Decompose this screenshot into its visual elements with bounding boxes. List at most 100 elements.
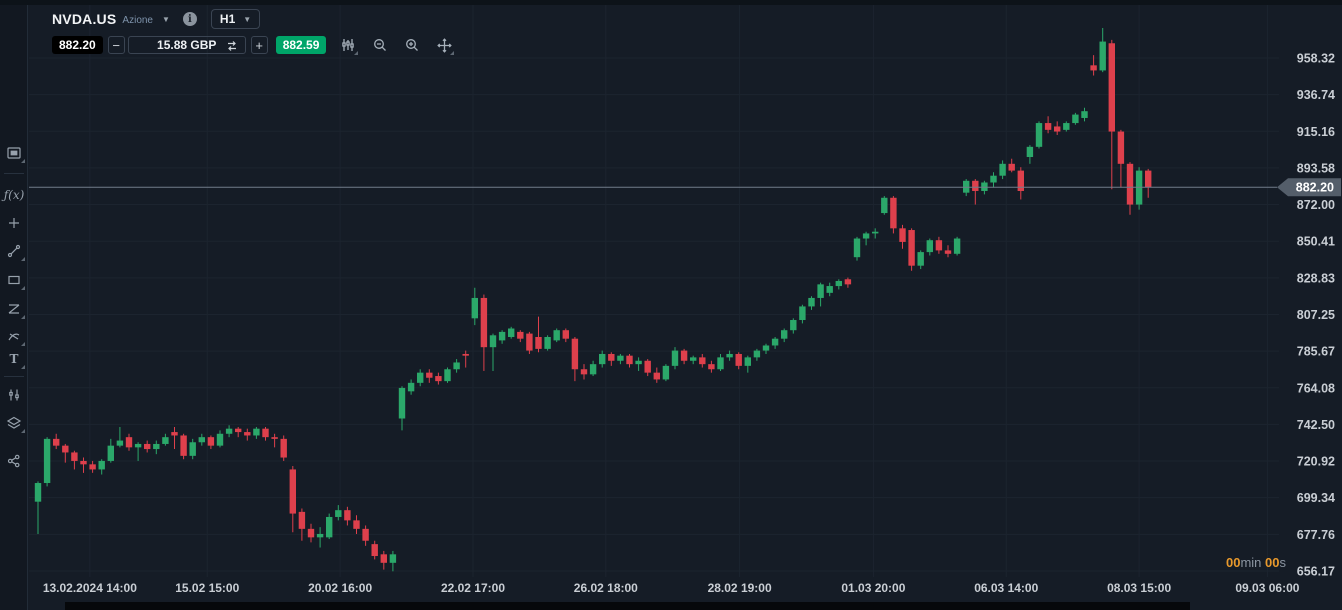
pan-icon[interactable]	[434, 35, 455, 55]
candle-body	[981, 182, 988, 191]
candle-body	[580, 369, 588, 375]
candle-body	[207, 437, 215, 446]
y-axis-label: 958.32	[1297, 52, 1335, 66]
candle-body	[271, 437, 278, 439]
indicators-fx-icon[interactable]: ƒ(x)	[3, 185, 25, 205]
candle-body	[1099, 41, 1106, 71]
candle-countdown-timer: 00min 00s	[1226, 555, 1286, 570]
timer-min-unit: min	[1240, 555, 1262, 570]
candle-body	[1044, 123, 1052, 130]
candle-body	[963, 180, 970, 193]
timeframe-select[interactable]: H1 ▼	[210, 9, 261, 29]
chevron-down-icon: ▼	[243, 14, 252, 24]
trendline-icon[interactable]	[3, 241, 25, 261]
candle-body	[562, 330, 569, 339]
candle-body	[62, 445, 69, 453]
candle-body	[198, 437, 205, 443]
candle-body	[517, 331, 524, 339]
candle-body	[34, 483, 42, 502]
sidebar-divider	[4, 173, 24, 174]
candle-body	[553, 330, 560, 341]
quantity-decrease-button[interactable]: −	[107, 36, 125, 54]
y-axis-label: 893.58	[1297, 161, 1335, 175]
y-axis-label: 656.17	[1297, 564, 1335, 578]
candle-body	[189, 442, 196, 456]
x-axis-label: 20.02 16:00	[308, 581, 372, 595]
chevron-down-icon[interactable]: ▼	[162, 14, 170, 24]
candle-body	[398, 387, 406, 419]
y-axis-label: 850.41	[1297, 235, 1335, 249]
buy-price-button[interactable]: 882.59	[275, 36, 327, 54]
candle-body	[53, 438, 60, 446]
timer-minutes: 00	[1225, 555, 1241, 570]
crosshair-icon[interactable]	[3, 213, 25, 233]
layers-icon[interactable]	[3, 413, 25, 433]
quantity-input[interactable]: 15.88 GBP	[127, 36, 246, 54]
zoom-in-icon[interactable]	[402, 35, 422, 55]
candle-body	[80, 460, 87, 465]
candle-body	[216, 433, 224, 446]
sell-price-button[interactable]: 882.20	[52, 36, 103, 54]
candle-body	[1035, 123, 1043, 147]
rectangle-icon[interactable]	[3, 270, 25, 290]
candle-body	[280, 438, 287, 458]
candle-body	[98, 460, 105, 470]
instrument-type: Azione	[122, 14, 153, 26]
candle-body	[362, 528, 369, 541]
share-icon[interactable]	[3, 451, 25, 471]
candle-body	[708, 364, 715, 370]
submenu-corner	[450, 51, 455, 55]
quantity-increase-button[interactable]: +	[250, 36, 268, 54]
candle-body	[680, 350, 688, 361]
candle-body	[417, 372, 424, 383]
candle-body	[753, 350, 761, 358]
candle-body	[262, 428, 269, 438]
submenu-corner	[21, 159, 25, 163]
candle-body	[316, 533, 324, 538]
candle-body	[990, 175, 997, 183]
zoom-out-icon[interactable]	[370, 35, 390, 55]
candle-body	[307, 528, 315, 538]
chart-type-icon[interactable]	[3, 143, 25, 163]
candle-body	[435, 376, 442, 382]
y-axis-label: 764.08	[1297, 381, 1335, 395]
candle-body	[690, 357, 697, 361]
candle-body	[89, 464, 96, 470]
fibonacci-icon[interactable]	[3, 299, 25, 319]
candle-style-icon[interactable]	[338, 35, 359, 55]
x-axis-label: 22.02 17:00	[441, 581, 505, 595]
candle-body	[71, 452, 78, 461]
candle-body	[735, 353, 742, 366]
candle-body	[1054, 126, 1061, 132]
candle-body	[1008, 163, 1015, 171]
candle-body	[389, 554, 397, 563]
y-axis-label: 915.16	[1297, 125, 1335, 139]
submenu-corner	[21, 315, 25, 319]
candle-body	[762, 345, 770, 351]
candle-body	[480, 297, 488, 348]
candle-body	[535, 336, 542, 349]
candle-body	[344, 510, 351, 521]
candle-body	[717, 357, 724, 370]
candle-body	[589, 364, 597, 375]
y-axis-label: 742.50	[1297, 418, 1335, 432]
candle-body	[571, 338, 579, 370]
candle-body	[926, 240, 933, 253]
text-tool-icon[interactable]: T	[3, 349, 25, 369]
candle-body	[253, 428, 260, 436]
info-icon[interactable]: i	[182, 12, 197, 26]
candle-body	[526, 333, 533, 351]
candle-body	[444, 369, 451, 382]
candle-body	[972, 180, 979, 191]
candle-body	[781, 330, 788, 339]
bottom-bar	[65, 602, 1190, 610]
candle-settings-icon[interactable]	[3, 385, 25, 405]
candle-body	[1063, 123, 1070, 130]
symbol-name[interactable]: NVDA.US	[52, 11, 117, 27]
y-axis-label: 807.25	[1297, 308, 1335, 322]
swap-icon[interactable]	[225, 39, 239, 58]
candle-body	[298, 511, 306, 529]
candle-body	[771, 338, 779, 346]
curve-tool-icon[interactable]	[3, 326, 25, 346]
